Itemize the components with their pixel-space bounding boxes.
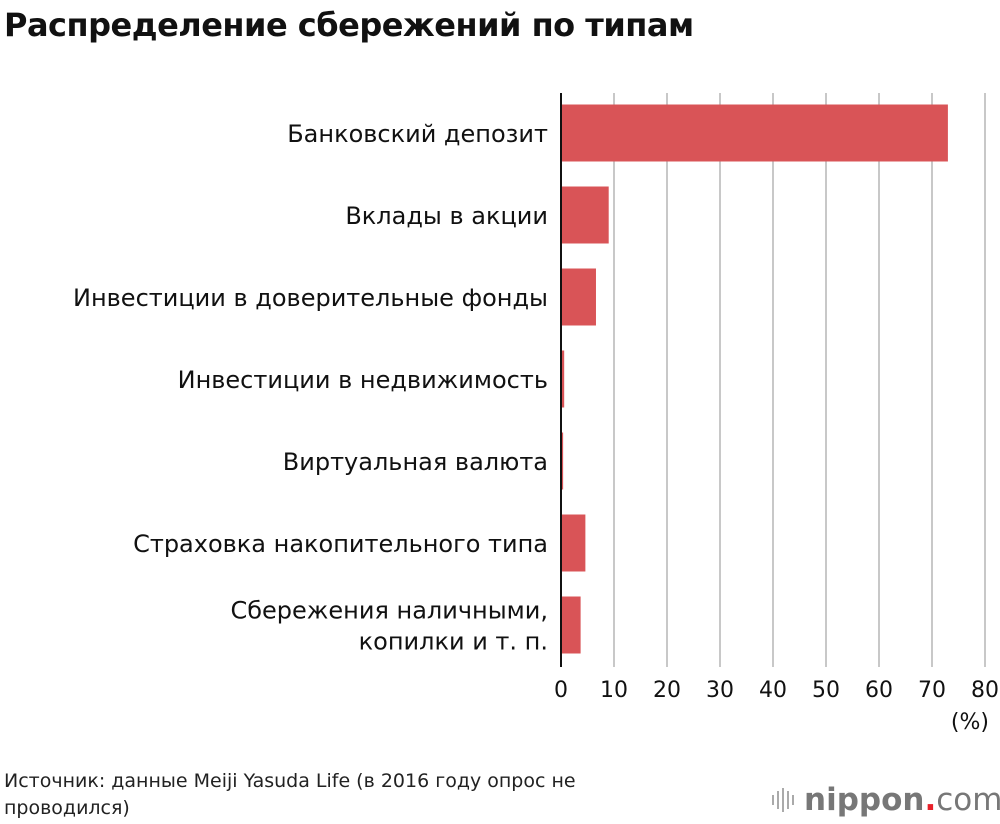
bar <box>561 514 586 572</box>
category-label: Банковский депозит <box>287 120 548 148</box>
x-tick-label: 40 <box>759 678 787 703</box>
category-label: Сбережения наличными, <box>230 597 548 625</box>
bar <box>561 104 948 162</box>
bar <box>561 432 564 490</box>
x-tick-label: 20 <box>653 678 681 703</box>
category-label: Страховка накопительного типа <box>133 530 548 558</box>
x-unit-label: (%) <box>951 710 989 735</box>
x-tick-label: 10 <box>600 678 628 703</box>
category-label: Виртуальная валюта <box>283 448 548 476</box>
source-note: Источник: данные Meiji Yasuda Life (в 20… <box>4 770 576 819</box>
chart-title: Распределение сбережений по типам <box>4 6 694 44</box>
category-label: Инвестиции в доверительные фонды <box>73 284 548 312</box>
x-tick-label: 50 <box>812 678 840 703</box>
x-tick-label: 70 <box>918 678 946 703</box>
x-tick-label: 0 <box>554 678 568 703</box>
nippon-logo: nippon. com <box>772 782 1000 818</box>
category-label: Инвестиции в недвижимость <box>178 366 548 394</box>
bar <box>561 268 596 326</box>
logo-bars-icon <box>772 788 794 812</box>
bar <box>561 596 581 654</box>
x-tick-label: 30 <box>706 678 734 703</box>
bar <box>561 350 565 408</box>
category-label: копилки и т. п. <box>359 628 548 656</box>
x-tick-label: 80 <box>971 678 999 703</box>
category-label: Вклады в акции <box>345 202 548 230</box>
bar <box>561 186 609 244</box>
x-tick-label: 60 <box>865 678 893 703</box>
